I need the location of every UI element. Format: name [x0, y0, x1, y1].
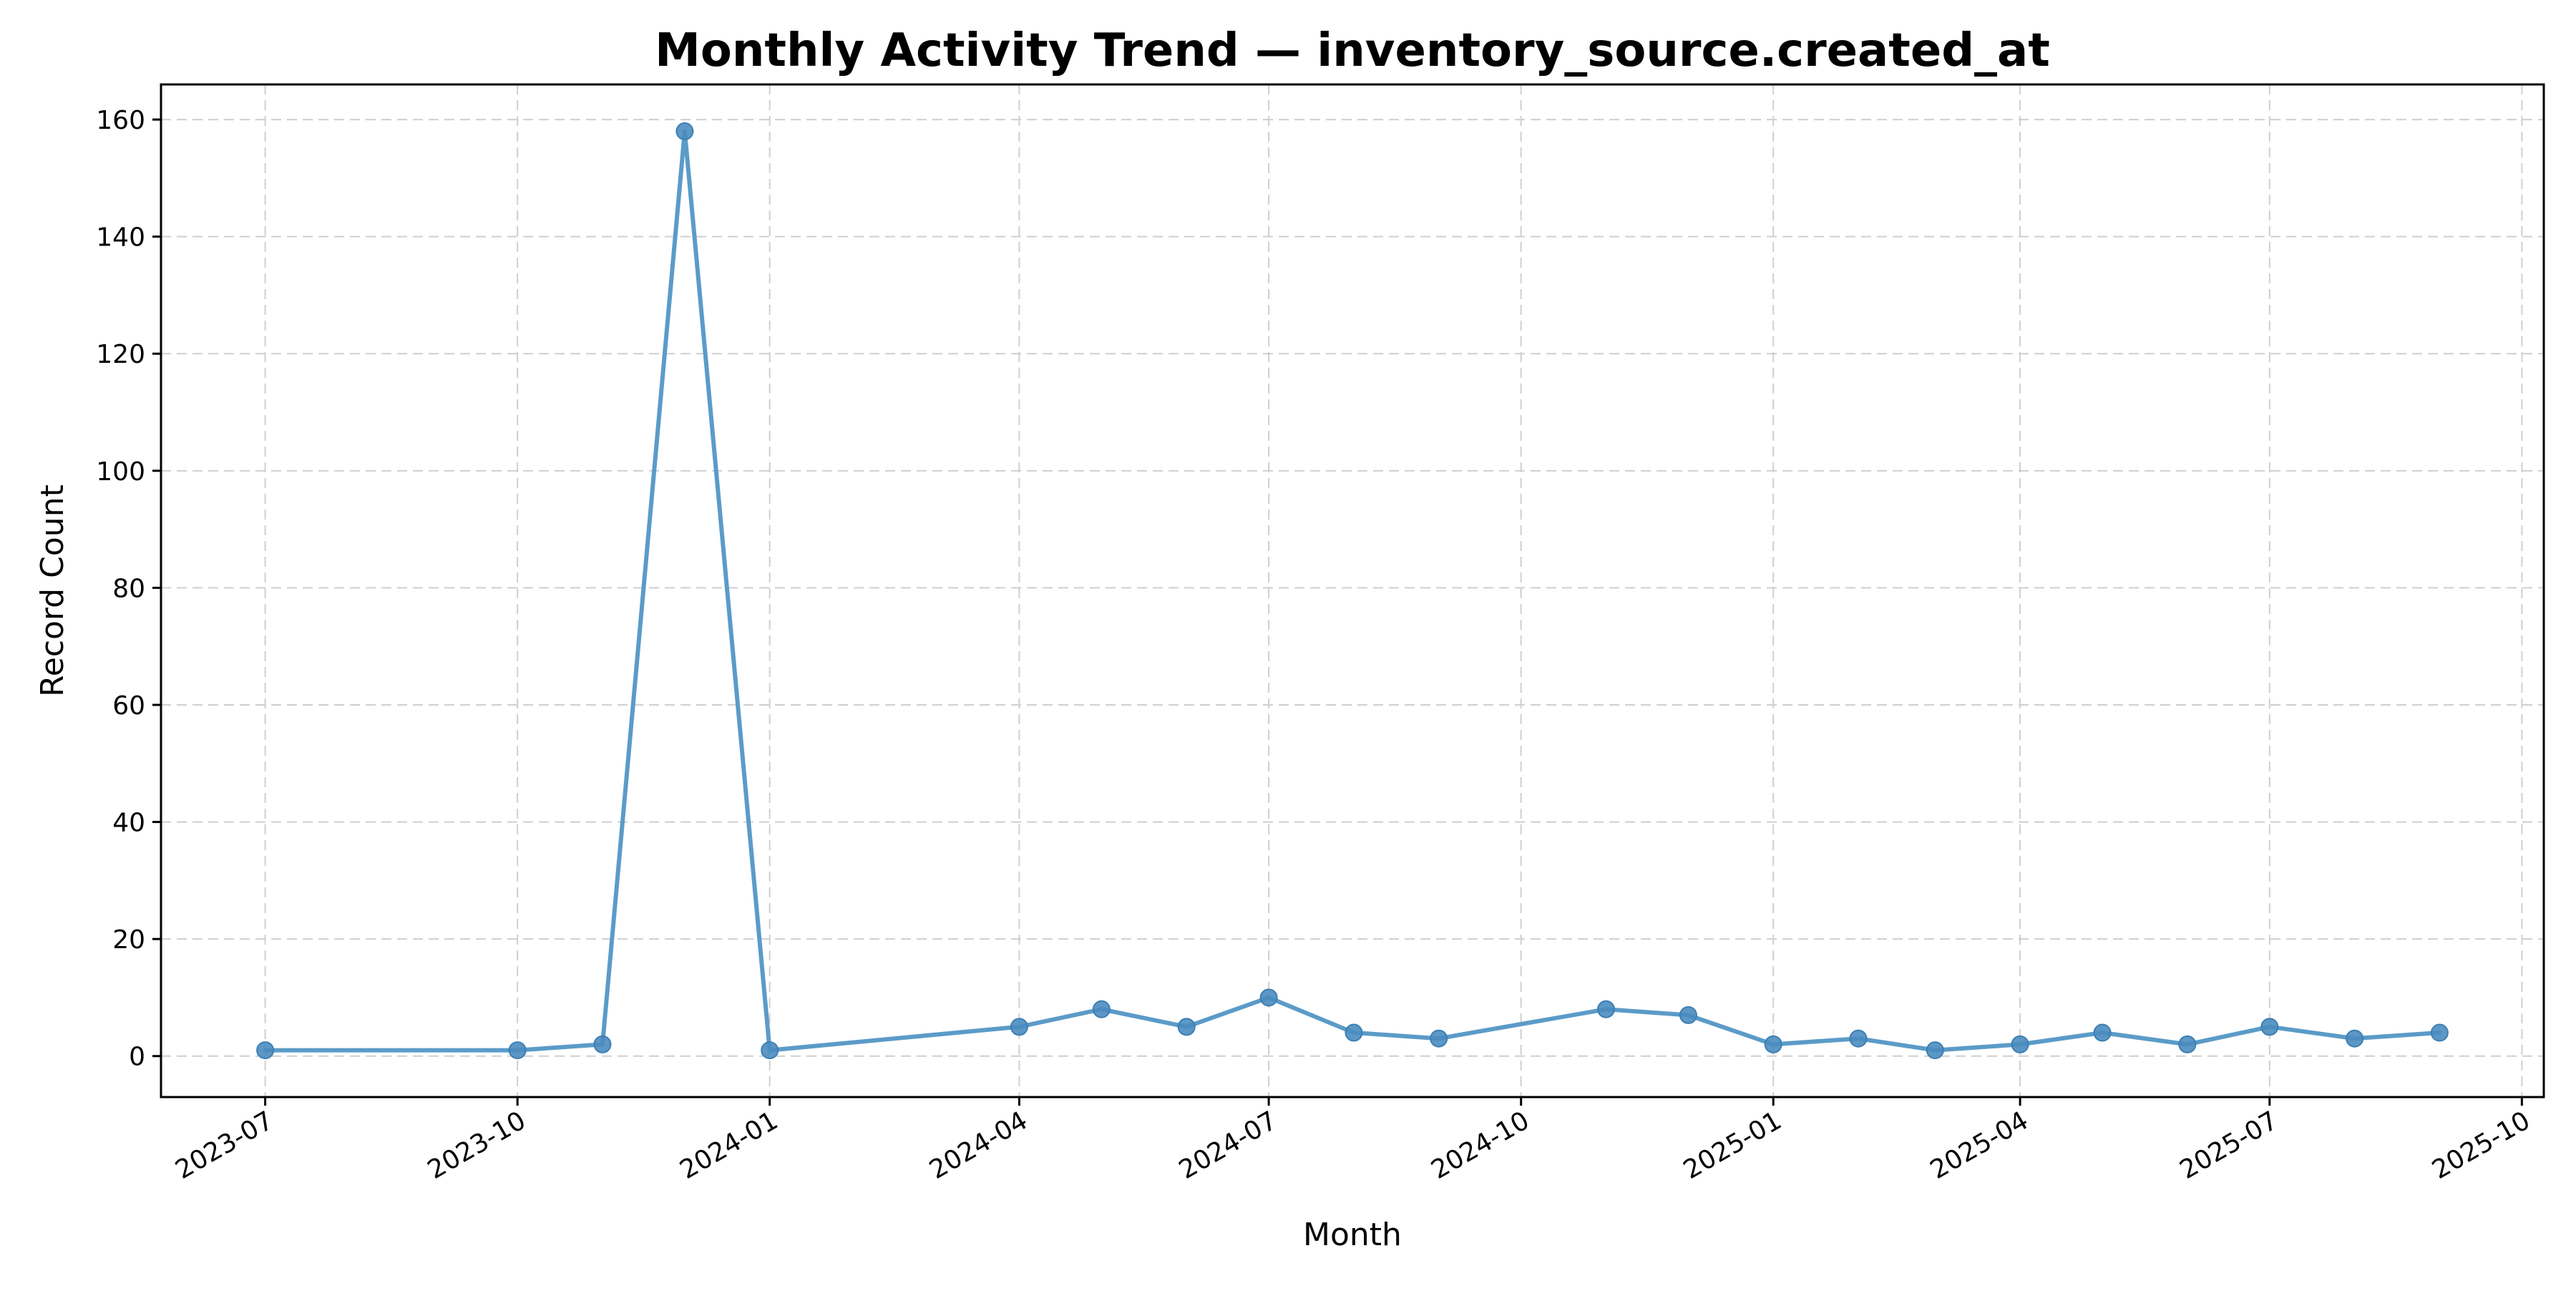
data-point: [1764, 1035, 1782, 1053]
x-axis-label: Month: [1303, 1217, 1402, 1253]
data-point: [1177, 1018, 1196, 1036]
x-tick-label: 2024-10: [1426, 1106, 1534, 1185]
data-point: [1679, 1005, 1697, 1024]
x-tick-label: 2025-10: [2427, 1106, 2535, 1185]
y-tick-label: 60: [112, 691, 145, 721]
data-point: [2011, 1035, 2029, 1053]
x-tick-label: 2024-07: [1174, 1106, 1282, 1185]
y-tick-label: 40: [112, 809, 145, 838]
data-point: [508, 1041, 527, 1060]
x-tick-label: 2025-01: [1679, 1106, 1787, 1185]
y-tick-label: 0: [129, 1043, 145, 1072]
plot-frame: [160, 83, 2545, 1098]
x-tick-label: 2024-04: [924, 1106, 1033, 1185]
y-axis-label: Record Count: [34, 484, 71, 697]
data-point: [1926, 1041, 1944, 1060]
data-point: [2430, 1023, 2449, 1042]
data-point: [1430, 1029, 1448, 1048]
series-layer: [256, 122, 2449, 1060]
data-point: [2093, 1023, 2112, 1042]
series-line: [263, 129, 2442, 1053]
y-tick-label: 100: [96, 457, 145, 487]
data-point: [675, 122, 694, 140]
axis-layer: 0 20 40 60 80 100 120 140 160 2023-07 2023-10 2024-…: [96, 106, 2535, 1185]
y-tick-label: 140: [96, 223, 145, 253]
data-point: [1345, 1023, 1363, 1042]
x-tick-label: 2025-04: [1926, 1106, 2034, 1185]
x-tick-label: 2024-01: [675, 1106, 783, 1185]
y-tick-label: 20: [112, 925, 145, 955]
data-point: [2346, 1029, 2364, 1048]
data-point: [256, 1041, 275, 1060]
x-tick-label: 2025-07: [2175, 1106, 2283, 1185]
y-tick-label: 80: [112, 574, 145, 603]
data-point: [593, 1035, 612, 1053]
x-tick-label: 2023-07: [170, 1106, 278, 1185]
data-point: [2178, 1035, 2197, 1053]
chart-title: Monthly Activity Trend — inventory_sourc…: [655, 24, 2050, 77]
data-point: [1259, 988, 1278, 1007]
data-point: [1596, 1000, 1615, 1018]
data-point: [1849, 1029, 1868, 1048]
y-tick-label: 160: [96, 106, 145, 135]
x-tick-label: 2023-10: [423, 1106, 531, 1185]
grid-layer: [161, 84, 2544, 1097]
data-point: [2260, 1018, 2279, 1036]
y-tick-label: 120: [96, 340, 145, 369]
data-point: [761, 1041, 779, 1060]
data-point: [1092, 1000, 1111, 1018]
data-point: [1010, 1018, 1028, 1036]
